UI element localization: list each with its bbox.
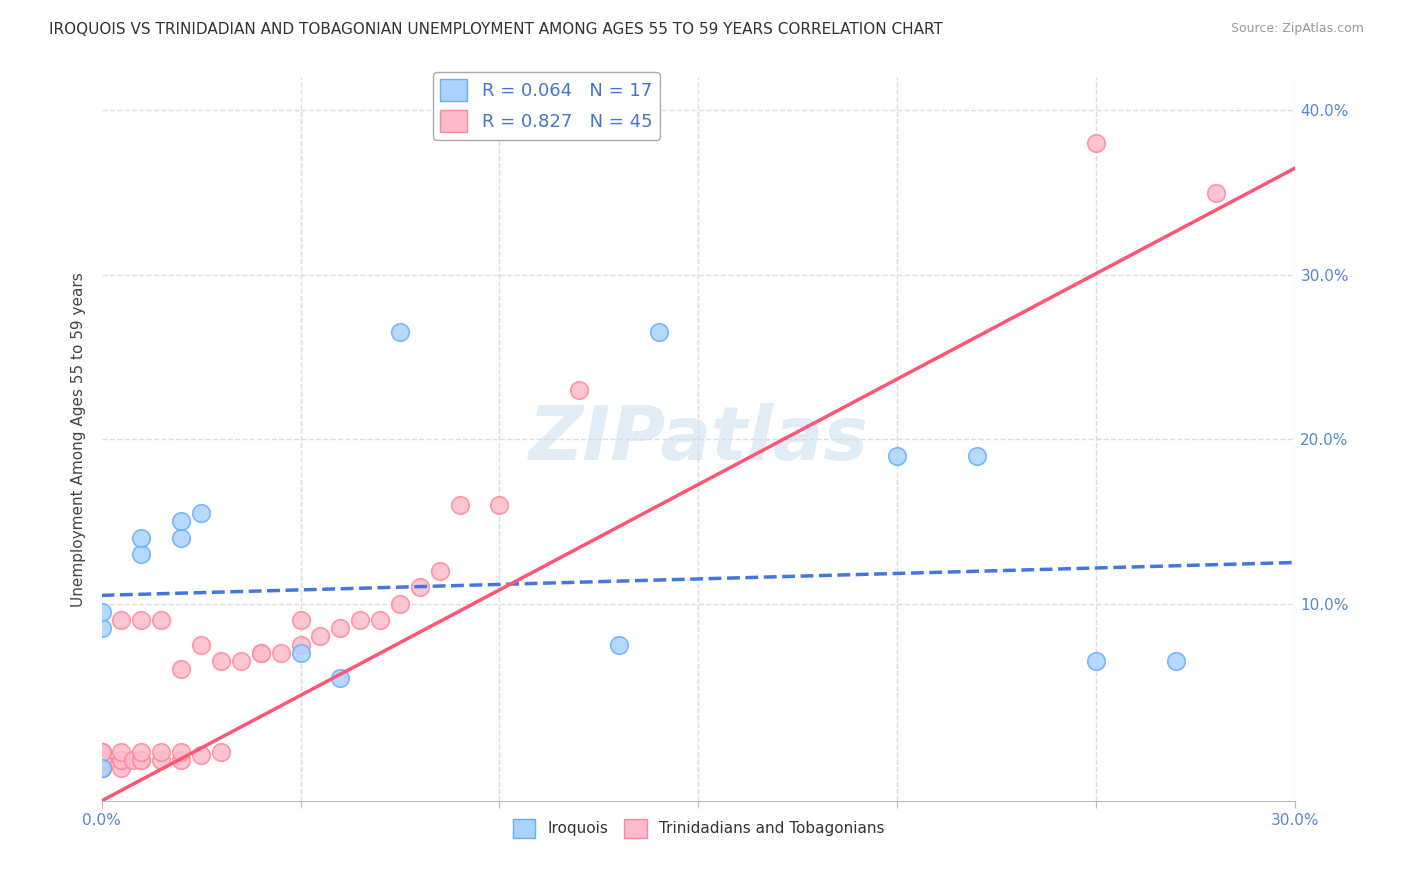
Point [647, 326, 669, 340]
Text: ZIPatlas: ZIPatlas [529, 402, 869, 475]
Point [1085, 136, 1108, 151]
Point [190, 638, 212, 652]
Point [290, 646, 312, 660]
Point [90, 761, 112, 775]
Point [290, 638, 312, 652]
Point [429, 564, 451, 578]
Point [270, 646, 292, 660]
Point [229, 654, 252, 668]
Point [329, 671, 352, 685]
Point [290, 613, 312, 627]
Y-axis label: Unemployment Among Ages 55 to 59 years: Unemployment Among Ages 55 to 59 years [72, 272, 86, 607]
Point [90, 745, 112, 759]
Point [607, 638, 630, 652]
Point [170, 753, 193, 767]
Point [886, 449, 908, 463]
Point [1085, 654, 1108, 668]
Point [90, 761, 112, 775]
Point [150, 753, 173, 767]
Point [190, 506, 212, 520]
Point [150, 613, 173, 627]
Point [131, 753, 153, 767]
Legend: Iroquois, Trinidadians and Tobagonians: Iroquois, Trinidadians and Tobagonians [506, 813, 890, 844]
Point [90, 745, 112, 759]
Point [1205, 186, 1227, 200]
Point [90, 761, 112, 775]
Point [449, 498, 471, 512]
Point [150, 745, 173, 759]
Point [329, 621, 352, 635]
Point [131, 547, 153, 561]
Point [388, 597, 411, 611]
Point [110, 753, 132, 767]
Point [131, 613, 153, 627]
Point [249, 646, 271, 660]
Point [249, 646, 271, 660]
Point [90, 753, 112, 767]
Point [568, 383, 591, 397]
Point [131, 753, 153, 767]
Text: Source: ZipAtlas.com: Source: ZipAtlas.com [1230, 22, 1364, 36]
Point [966, 449, 988, 463]
Point [190, 747, 212, 762]
Point [90, 761, 112, 775]
Point [90, 753, 112, 767]
Point [122, 753, 145, 767]
Point [488, 498, 510, 512]
Text: IROQUOIS VS TRINIDADIAN AND TOBAGONIAN UNEMPLOYMENT AMONG AGES 55 TO 59 YEARS CO: IROQUOIS VS TRINIDADIAN AND TOBAGONIAN U… [49, 22, 943, 37]
Point [110, 745, 132, 759]
Point [209, 654, 232, 668]
Point [309, 630, 332, 644]
Point [90, 605, 112, 619]
Point [409, 580, 432, 594]
Point [131, 745, 153, 759]
Point [1164, 654, 1187, 668]
Point [90, 621, 112, 635]
Point [110, 613, 132, 627]
Point [170, 514, 193, 528]
Point [170, 531, 193, 545]
Point [110, 753, 132, 767]
Point [110, 761, 132, 775]
Point [388, 326, 411, 340]
Point [170, 745, 193, 759]
Point [368, 613, 391, 627]
Point [209, 745, 232, 759]
Point [170, 662, 193, 676]
Point [349, 613, 371, 627]
Point [131, 531, 153, 545]
